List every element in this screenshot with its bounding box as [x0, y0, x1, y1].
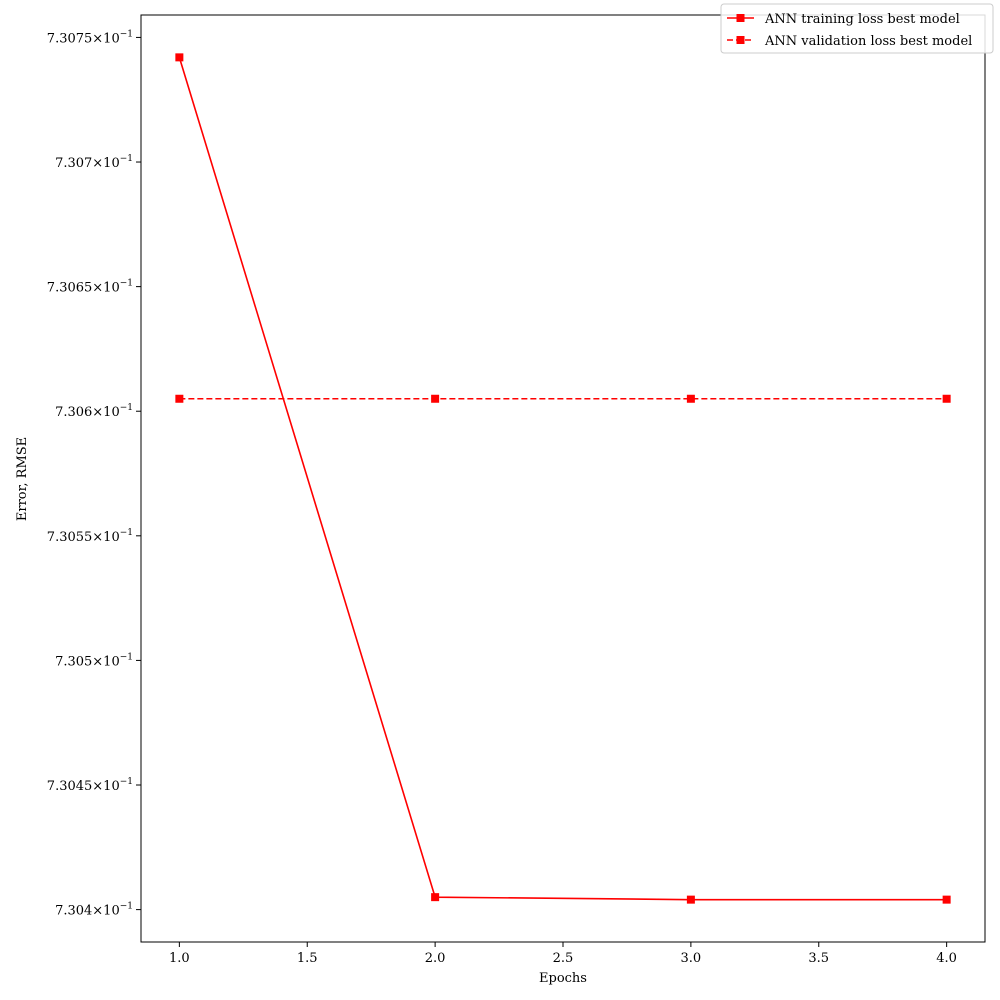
series-line-0 [178, 57, 947, 901]
x-axis-label: Epochs [539, 971, 587, 986]
legend-marker-training [736, 14, 745, 22]
legend-entry-validation: ANN validation loss best model [727, 34, 972, 49]
legend-label-training: ANN training loss best model [764, 12, 960, 27]
data-point-1-1 [431, 394, 440, 403]
x-axis: 1.0 1.5 2.0 2.5 3.0 3.5 4.0 [169, 942, 957, 966]
x-tick-label-3: 2.5 [553, 951, 574, 966]
data-point-1-3 [942, 394, 951, 403]
data-point-0-1 [431, 893, 440, 902]
x-tick-label-1: 1.5 [297, 951, 318, 966]
x-tick-label-6: 4.0 [936, 951, 957, 966]
y-tick-label-2: 7.305×10−1 [55, 652, 133, 669]
plot-area [140, 14, 986, 943]
x-tick-label-5: 3.5 [808, 951, 829, 966]
y-tick-label-0: 7.304×10−1 [55, 902, 133, 919]
data-point-0-0 [175, 53, 184, 62]
plot-frame [140, 14, 986, 943]
y-tick-label-6: 7.307×10−1 [55, 154, 133, 171]
x-tick-label-4: 3.0 [681, 951, 702, 966]
data-point-1-2 [686, 394, 695, 403]
x-tick-label-2: 2.0 [425, 951, 446, 966]
y-tick-label-5: 7.3065×10−1 [47, 279, 133, 296]
data-point-0-2 [686, 895, 695, 904]
legend-entry-training: ANN training loss best model [727, 12, 960, 27]
y-tick-label-1: 7.3045×10−1 [47, 777, 133, 794]
y-axis: 7.304×10−1 7.3045×10−1 7.305×10−1 7.3055×10… [47, 29, 141, 919]
legend-marker-validation [736, 36, 745, 44]
legend-label-validation: ANN validation loss best model [764, 34, 972, 49]
data-point-0-3 [942, 895, 951, 904]
data-point-1-0 [175, 394, 184, 403]
y-tick-label-4: 7.306×10−1 [55, 403, 133, 420]
y-axis-label: Error, RMSE [15, 437, 30, 521]
x-tick-label-0: 1.0 [169, 951, 190, 966]
y-tick-label-3: 7.3055×10−1 [47, 528, 133, 545]
y-tick-label-7: 7.3075×10−1 [47, 29, 133, 46]
legend: ANN training loss best model ANN validat… [720, 3, 994, 54]
legend-frame [720, 3, 994, 54]
